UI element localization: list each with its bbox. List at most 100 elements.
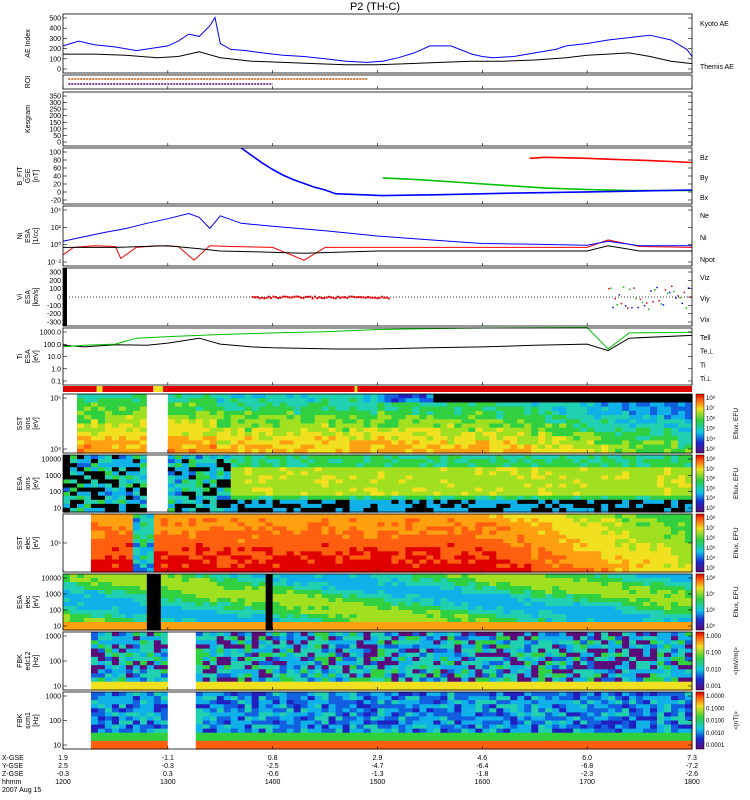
heatmap-cell-esa2 <box>118 622 127 627</box>
heatmap-cell-esa1 <box>83 507 92 513</box>
heatmap-cell-sst1 <box>377 440 386 446</box>
heatmap-cell-esa1 <box>293 455 302 460</box>
heatmap-cell-esa1 <box>629 483 637 489</box>
heatmap-cell-esa2 <box>230 610 239 615</box>
heatmap-cell-sst2 <box>559 551 567 557</box>
heatmap-cell-esa2 <box>636 606 644 611</box>
heatmap-cell-sst2 <box>307 547 316 552</box>
heatmap-cell-sst2 <box>573 555 581 561</box>
heatmap-cell-esa2 <box>251 578 260 583</box>
heatmap-cell-sst2 <box>328 518 337 523</box>
heatmap-cell-sst1 <box>167 398 176 404</box>
heatmap-cell-esa1 <box>419 495 428 501</box>
heatmap-cell-esa2 <box>391 618 400 623</box>
heatmap-cell-sst2 <box>181 563 190 569</box>
heatmap-cell-esa1 <box>188 467 197 472</box>
heatmap-cell-sst1 <box>601 427 609 433</box>
heatmap-cell-esa2 <box>83 606 92 611</box>
heatmap-cell-esa2 <box>489 622 497 627</box>
heatmap-cell-sst1 <box>636 431 644 437</box>
heatmap-cell-sst1 <box>650 423 658 429</box>
heatmap-cell-esa2 <box>615 626 623 631</box>
heatmap-cell-esa2 <box>216 586 225 591</box>
heatmap-cell-sst2 <box>230 538 239 544</box>
heatmap-cell-esa2 <box>426 578 435 583</box>
heatmap-cell-sst1 <box>90 410 99 416</box>
heatmap-cell-sst1 <box>405 440 414 446</box>
heatmap-cell-esa2 <box>223 574 232 579</box>
heatmap-cell-esa1 <box>510 455 518 460</box>
heatmap-cell-sst1 <box>454 415 462 420</box>
heatmap-cell-sst2 <box>461 555 469 561</box>
heatmap-cell-sst1 <box>545 448 553 454</box>
heatmap-cell-esa1 <box>377 507 386 513</box>
heatmap-cell-esa1 <box>335 459 344 464</box>
heatmap-cell-esa2 <box>153 578 162 583</box>
heatmap-cell-sst1 <box>573 394 581 399</box>
heatmap-cell-sst1 <box>405 431 414 437</box>
heatmap-cell-esa1 <box>244 471 253 476</box>
heatmap-cell-sst2 <box>517 538 525 544</box>
heatmap-cell-esa1 <box>384 495 393 501</box>
heatmap-cell-sst1 <box>510 436 518 441</box>
heatmap-cell-sst2 <box>643 538 651 544</box>
heatmap-cell-sst1 <box>559 398 567 404</box>
heatmap-cell-esa1 <box>167 499 176 505</box>
heatmap-cell-sst1 <box>447 448 455 454</box>
heatmap-cell-esa1 <box>174 467 183 472</box>
heatmap-cell-esa2 <box>139 606 148 611</box>
heatmap-cell-sst1 <box>426 410 435 416</box>
heatmap-cell-esa1 <box>76 483 85 489</box>
heatmap-cell-sst2 <box>412 547 421 552</box>
heatmap-cell-sst2 <box>496 534 504 540</box>
heatmap-cell-esa1 <box>531 483 539 489</box>
heatmap-cell-sst1 <box>517 402 525 408</box>
heatmap-cell-sst2 <box>475 522 483 528</box>
heatmap-cell-sst2 <box>419 555 428 561</box>
heatmap-cell-esa2 <box>377 606 386 611</box>
heatmap-cell-esa2 <box>195 618 204 623</box>
heatmap-cell-sst2 <box>524 530 532 536</box>
heatmap-cell-esa2 <box>650 582 658 587</box>
heatmap-cell-sst2 <box>517 518 525 523</box>
heatmap-cell-sst1 <box>496 402 504 408</box>
heatmap-cell-esa1 <box>244 483 253 489</box>
heatmap-cell-esa2 <box>83 590 92 595</box>
heatmap-cell-sst1 <box>230 427 239 433</box>
heatmap-cell-esa2 <box>139 602 148 607</box>
heatmap-cell-esa2 <box>580 622 588 627</box>
heatmap-cell-esa2 <box>629 586 637 591</box>
heatmap-cell-sst1 <box>321 398 330 404</box>
heatmap-cell-sst1 <box>489 436 497 441</box>
heatmap-cell-sst2 <box>314 538 323 544</box>
heatmap-cell-sst2 <box>447 547 455 552</box>
heatmap-cell-esa1 <box>664 459 672 464</box>
heatmap-cell-esa2 <box>573 614 581 619</box>
heatmap-cell-sst1 <box>678 398 686 404</box>
heatmap-cell-sst2 <box>63 551 71 557</box>
heatmap-cell-esa2 <box>517 598 525 603</box>
heatmap-cell-sst1 <box>209 440 218 446</box>
heatmap-cell-esa2 <box>650 598 658 603</box>
heatmap-cell-esa2 <box>188 602 197 607</box>
heatmap-cell-esa1 <box>69 503 78 509</box>
heatmap-cell-esa1 <box>167 467 176 472</box>
heatmap-cell-esa1 <box>468 483 476 489</box>
heatmap-cell-sst1 <box>216 398 225 404</box>
heatmap-cell-esa2 <box>405 582 414 587</box>
heatmap-cell-sst1 <box>622 398 630 404</box>
heatmap-cell-sst2 <box>468 538 476 544</box>
heatmap-cell-esa2 <box>76 622 85 627</box>
heatmap-cell-sst2 <box>202 518 211 523</box>
heatmap-cell-esa2 <box>139 610 148 615</box>
heatmap-cell-esa1 <box>125 467 134 472</box>
heatmap-cell-sst1 <box>552 406 560 412</box>
heatmap-cell-sst2 <box>664 514 672 519</box>
heatmap-cell-sst1 <box>153 419 162 425</box>
heatmap-cell-sst1 <box>559 423 567 429</box>
heatmap-cell-esa1 <box>314 463 323 468</box>
heatmap-cell-esa1 <box>69 467 78 472</box>
heatmap-cell-esa1 <box>63 507 71 513</box>
heatmap-cell-sst1 <box>524 440 532 446</box>
heatmap-cell-sst1 <box>608 415 616 420</box>
